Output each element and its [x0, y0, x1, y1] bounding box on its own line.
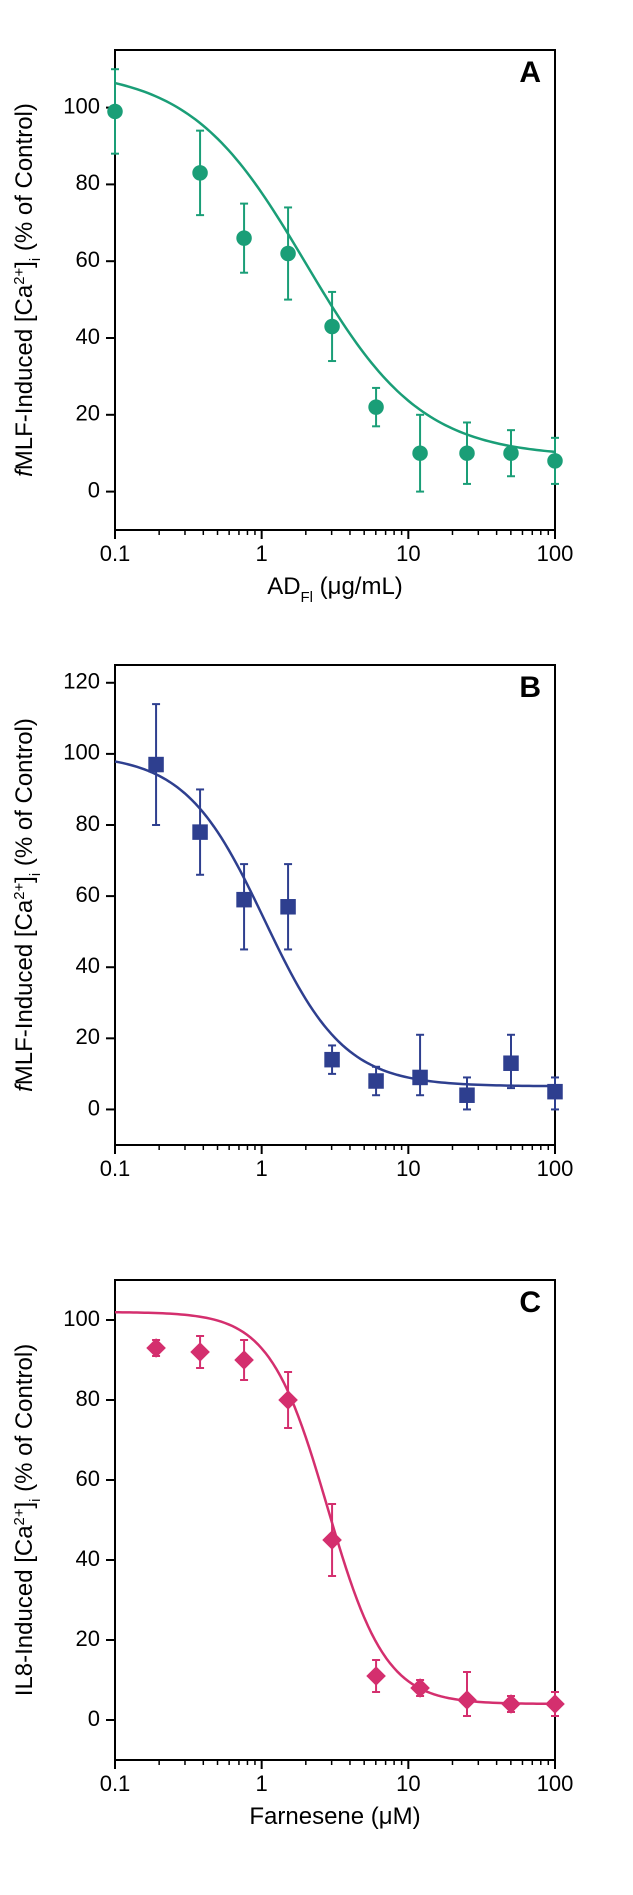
xtick-label: 0.1 — [100, 1771, 131, 1796]
ytick-label: 20 — [76, 401, 100, 426]
ytick-label: 80 — [76, 1386, 100, 1411]
ytick-label: 0 — [88, 477, 100, 502]
xtick-label: 1 — [256, 1156, 268, 1181]
xtick-label: 10 — [396, 1771, 420, 1796]
ytick-label: 100 — [63, 740, 100, 765]
ytick-label: 40 — [76, 324, 100, 349]
fit-curve — [115, 83, 555, 452]
ytick-label: 0 — [88, 1706, 100, 1731]
ytick-label: 80 — [76, 811, 100, 836]
panel-letter: C — [519, 1286, 541, 1319]
ytick-label: 20 — [76, 1626, 100, 1651]
panel-letter: A — [519, 56, 541, 89]
chart-C: 0 20 40 60 80 100 0.1 1 10 100 IL8-Induced [Ca2+]i… — [0, 1260, 585, 1845]
xtick-label: 1 — [256, 1771, 268, 1796]
xtick-label: 10 — [396, 1156, 420, 1181]
ytick-label: 60 — [76, 247, 100, 272]
chart-A: 0 20 40 60 80 100 0.1 1 10 100 fMLF-Induced [Ca2+]… — [0, 30, 585, 615]
panel-B: 0 20 40 60 80 100 120 0.1 1 10 100 fMLF-Induced [Ca… — [0, 645, 633, 1230]
ytick-label: 100 — [63, 1306, 100, 1331]
fit-curve — [115, 1312, 555, 1704]
xtick-label: 100 — [537, 1156, 574, 1181]
xtick-label: 0.1 — [100, 541, 131, 566]
x-axis-label: ADFl (μg/mL) — [267, 573, 403, 606]
ytick-label: 60 — [76, 1466, 100, 1491]
y-axis-label: IL8-Induced [Ca2+]i (% of Control) — [11, 1344, 44, 1696]
xtick-label: 0.1 — [100, 1156, 131, 1181]
xtick-label: 10 — [396, 541, 420, 566]
x-axis-label: Farnesene (μM) — [249, 1803, 420, 1830]
figure-container: { "global": { "plot_w": 440, "plot_h": 4… — [0, 0, 633, 1895]
y-axis-label: fMLF-Induced [Ca2+]i (% of Control) — [11, 718, 44, 1092]
ytick-label: 20 — [76, 1024, 100, 1049]
panel-C: 0 20 40 60 80 100 0.1 1 10 100 IL8-Induced [Ca2+]i… — [0, 1260, 633, 1845]
ytick-label: 60 — [76, 882, 100, 907]
fit-curve — [115, 761, 555, 1086]
ytick-label: 40 — [76, 1546, 100, 1571]
ytick-label: 40 — [76, 953, 100, 978]
panel-letter: B — [519, 671, 541, 704]
chart-B: 0 20 40 60 80 100 120 0.1 1 10 100 fMLF-Induced [Ca… — [0, 645, 585, 1230]
ytick-label: 100 — [63, 93, 100, 118]
ytick-label: 0 — [88, 1095, 100, 1120]
xtick-label: 100 — [537, 1771, 574, 1796]
panel-A: 0 20 40 60 80 100 0.1 1 10 100 fMLF-Induced [Ca2+]… — [0, 30, 633, 615]
xtick-label: 1 — [256, 541, 268, 566]
y-axis-label: fMLF-Induced [Ca2+]i (% of Control) — [11, 103, 44, 477]
ytick-label: 120 — [63, 669, 100, 694]
ytick-label: 80 — [76, 170, 100, 195]
xtick-label: 100 — [537, 541, 574, 566]
